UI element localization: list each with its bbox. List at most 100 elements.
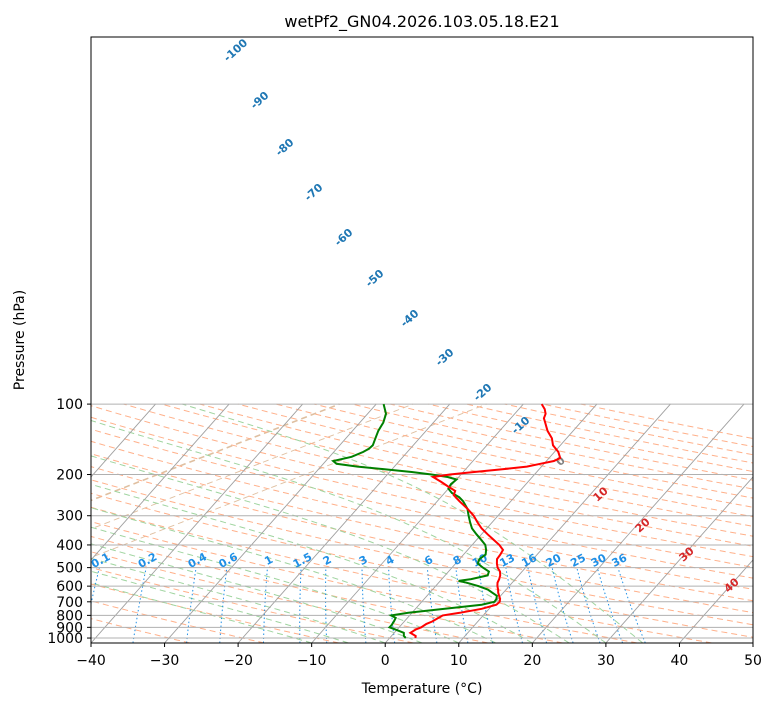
dry-adiabat xyxy=(91,416,753,568)
y-tick-label: 400 xyxy=(56,538,83,554)
dry-adiabat xyxy=(466,403,753,464)
mixing-ratio-line xyxy=(325,567,328,643)
mixing-ratio-line xyxy=(426,567,438,643)
x-tick-label: 30 xyxy=(597,653,615,669)
isotherm-label: -70 xyxy=(302,181,326,204)
mixing-ratio-line xyxy=(505,567,523,643)
moist-adiabat xyxy=(91,582,312,643)
mixing-ratio-label: 36 xyxy=(610,551,630,570)
x-tick-label: 0 xyxy=(381,653,390,669)
mixing-ratio-line xyxy=(299,567,302,643)
isotherm-label: -60 xyxy=(332,226,356,249)
mixing-ratio-label: 3 xyxy=(357,553,370,568)
mixing-ratio-line xyxy=(219,567,228,643)
y-tick-label: 200 xyxy=(56,468,83,484)
mixing-ratio-label: 25 xyxy=(568,551,588,570)
dry-adiabat xyxy=(91,428,753,579)
y-tick-label: 500 xyxy=(56,561,83,577)
chart-title: wetPf2_GN04.2026.103.05.18.E21 xyxy=(284,12,559,32)
dry-adiabats xyxy=(91,403,753,643)
isotherm-label: -50 xyxy=(363,267,387,290)
temperature-profile-line xyxy=(408,403,562,639)
isotherm xyxy=(752,642,753,643)
x-tick-label: −20 xyxy=(223,653,253,669)
moist-adiabat xyxy=(91,526,460,643)
y-axis-label: Pressure (hPa) xyxy=(12,290,28,390)
mixing-ratio-line xyxy=(596,567,624,643)
mixing-ratio-label: 30 xyxy=(589,551,609,570)
dry-adiabat xyxy=(91,405,753,558)
mixing-ratio-label: 6 xyxy=(422,553,435,568)
isotherm xyxy=(237,403,451,643)
x-tick-label: 20 xyxy=(523,653,541,669)
isotherm xyxy=(311,403,524,643)
y-tick-label: 300 xyxy=(56,509,83,525)
dry-adiabat xyxy=(91,618,190,643)
isotherm xyxy=(164,403,377,643)
mixing-ratio-line xyxy=(186,567,197,643)
isotherm xyxy=(458,403,671,643)
isotherm-label: -100 xyxy=(221,36,250,64)
y-tick-label: 900 xyxy=(56,620,83,636)
x-tick-label: 40 xyxy=(671,653,689,669)
dry-adiabat xyxy=(91,551,489,643)
tan-curve xyxy=(91,403,414,530)
isotherm xyxy=(605,476,753,643)
x-tick-label: −10 xyxy=(297,653,327,669)
dry-adiabat xyxy=(91,600,265,643)
y-tick-label: 1000 xyxy=(47,631,83,647)
isotherm-label: -90 xyxy=(248,89,272,112)
mixing-ratio-label: 8 xyxy=(451,553,464,568)
isotherms xyxy=(0,403,753,643)
isotherm xyxy=(384,403,598,643)
isotherm xyxy=(91,403,156,478)
y-tick-label: 600 xyxy=(56,579,83,595)
isotherm xyxy=(91,403,230,561)
adiabat-label: 10 xyxy=(591,484,611,504)
dewpoint-profile-line xyxy=(331,403,498,639)
x-tick-label: −30 xyxy=(150,653,180,669)
isotherm-label: -20 xyxy=(471,381,495,404)
isotherm-label: -10 xyxy=(509,414,533,437)
tan-curve xyxy=(91,403,487,558)
tan-curves xyxy=(91,403,487,558)
dry-adiabat xyxy=(91,506,712,643)
isotherm xyxy=(679,559,753,643)
moist-adiabat xyxy=(91,483,533,643)
dry-adiabat xyxy=(123,403,753,547)
x-axis-ticks: −40 −30 −20 −10 0 10 20 30 40 50 xyxy=(76,643,762,669)
mixing-ratio-label: 13 xyxy=(497,551,517,570)
isotherm-label: -40 xyxy=(398,307,422,330)
adiabat-label: 20 xyxy=(633,515,653,535)
mixing-ratio-label: 20 xyxy=(544,551,564,570)
mixing-ratio-line xyxy=(455,567,469,643)
moist-adiabat xyxy=(91,543,423,643)
isotherm xyxy=(0,404,8,643)
dry-adiabat xyxy=(91,440,753,590)
moist-adiabat xyxy=(91,557,386,643)
mixing-ratio-lines xyxy=(91,567,646,643)
mixing-ratio-line xyxy=(527,567,548,643)
y-tick-label: 800 xyxy=(56,608,83,624)
moist-adiabat xyxy=(91,507,496,643)
mixing-ratio-line xyxy=(361,567,367,643)
mixing-ratio-label: 2 xyxy=(321,553,334,568)
plot-area: -100-90-80-70-60-50-40-30-20-10010203040… xyxy=(0,36,753,643)
x-tick-label: 50 xyxy=(744,653,762,669)
dry-adiabat xyxy=(91,479,753,626)
dry-adiabat xyxy=(161,403,753,537)
isotherm-label: -30 xyxy=(433,346,457,369)
isotherm-label: -80 xyxy=(273,136,297,159)
pressure-gridlines xyxy=(91,403,753,639)
moist-adiabat xyxy=(91,420,607,643)
x-axis-label: Temperature (°C) xyxy=(361,681,483,697)
mixing-ratio-line xyxy=(263,567,268,643)
moist-adiabat xyxy=(91,455,570,643)
mixing-ratio-line xyxy=(576,567,601,643)
x-tick-label: −40 xyxy=(76,653,106,669)
mixing-ratio-label: 10 xyxy=(470,551,490,570)
y-tick-label: 700 xyxy=(56,595,83,611)
mixing-ratio-line xyxy=(132,567,147,643)
